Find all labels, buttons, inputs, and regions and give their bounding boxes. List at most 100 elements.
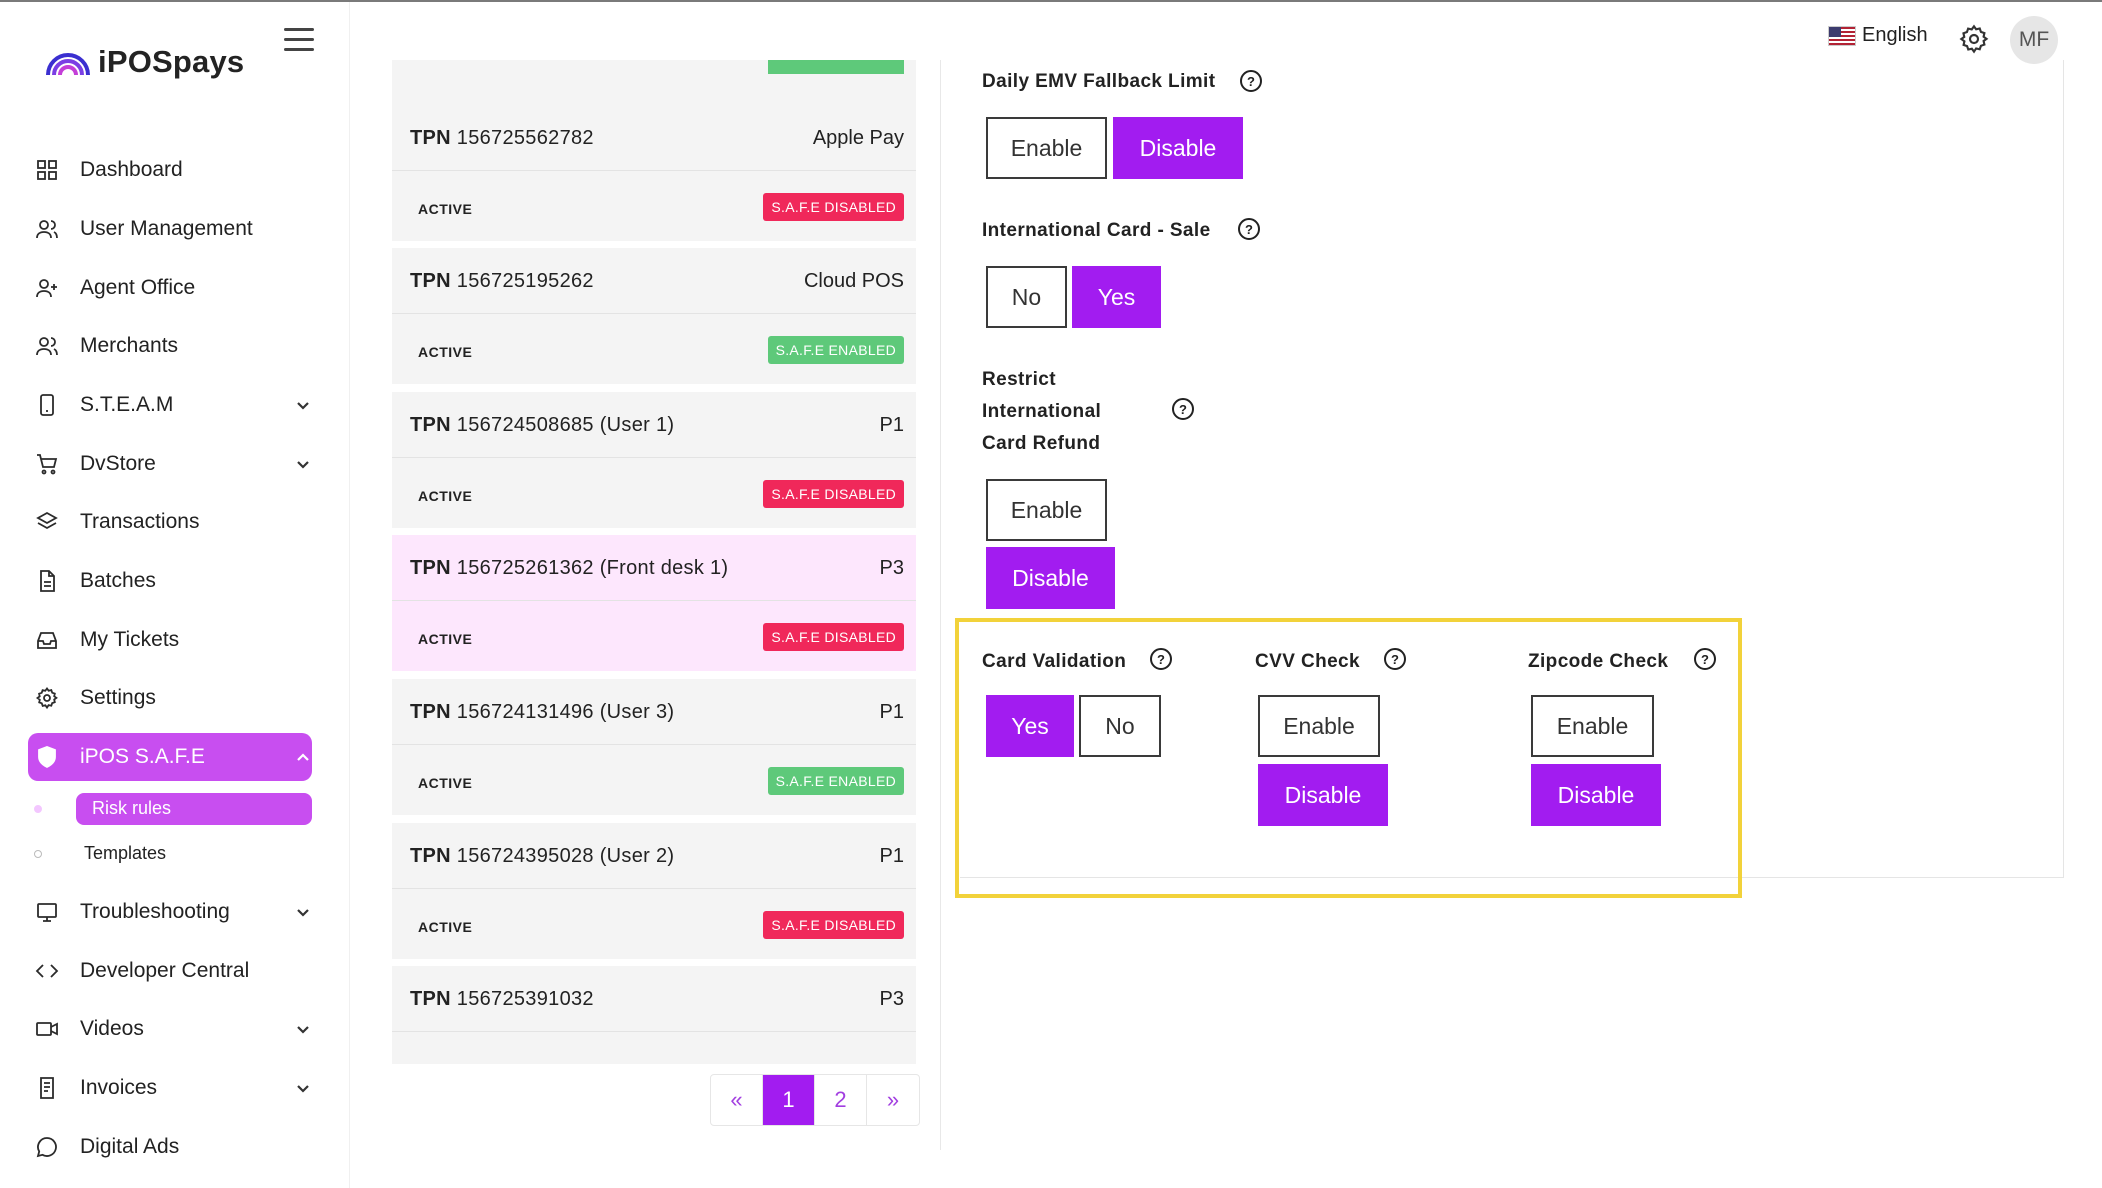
settings-gear-icon[interactable] [1958,23,1990,55]
card-validation-help-icon[interactable]: ? [1150,648,1172,670]
sidebar-item-digital-ads[interactable]: Digital Ads [28,1123,312,1171]
sidebar-item-developer-central[interactable]: Developer Central [28,947,312,995]
tpn-status: ACTIVE [418,775,473,791]
pagination-prev[interactable]: « [711,1075,763,1125]
cvv-check-disable-button[interactable]: Disable [1258,764,1388,826]
gear-icon [34,685,60,711]
intl-sale-no-button[interactable]: No [986,266,1067,328]
sidebar-item-label: Developer Central [80,959,250,982]
tpn-card-partial[interactable] [392,60,916,106]
top-border [0,0,2102,2]
inbox-icon [34,627,60,653]
us-flag-icon [1828,25,1856,46]
card-validation-yes-button[interactable]: Yes [986,695,1074,757]
video-icon [34,1016,60,1042]
avatar[interactable]: MF [2010,16,2058,64]
tpn-card-header: TPN 156725562782 Apple Pay [392,105,916,171]
intl-refund-label-line1: Restrict [982,369,1056,390]
tpn-card[interactable]: TPN 156725261362 (Front desk 1) P3 ACTIVE S… [392,535,916,671]
chevron-down-icon[interactable] [294,455,312,473]
zipcode-check-help-icon[interactable]: ? [1694,648,1716,670]
emv-fallback-help-icon[interactable]: ? [1240,70,1262,92]
sidebar-item-merchants[interactable]: Merchants [28,322,312,370]
chevron-down-icon[interactable] [294,903,312,921]
sidebar-item-label: Batches [80,569,156,592]
phone-icon [34,392,60,418]
column-divider [940,60,941,1150]
sidebar-item-label: iPOS S.A.F.E [80,745,205,768]
sidebar-item-dvstore[interactable]: DvStore [28,440,312,488]
emv-fallback-label: Daily EMV Fallback Limit [982,71,1216,92]
cvv-check-help-icon[interactable]: ? [1384,648,1406,670]
chevron-down-icon[interactable] [294,1079,312,1097]
tpn-type: P3 [879,557,904,579]
tpn-card[interactable]: TPN 156724131496 (User 3) P1 ACTIVE S.A.F.E… [392,679,916,815]
intl-sale-yes-button[interactable]: Yes [1072,266,1161,328]
intl-refund-disable-button[interactable]: Disable [986,547,1115,609]
sidebar-item-invoices[interactable]: Invoices [28,1064,312,1112]
zipcode-check-enable-button[interactable]: Enable [1531,695,1654,757]
pagination-page-2[interactable]: 2 [815,1075,867,1125]
sidebar-item-batches[interactable]: Batches [28,557,312,605]
tpn-id: TPN 156725261362 (Front desk 1) [410,557,729,579]
sidebar-item-troubleshooting[interactable]: Troubleshooting [28,888,312,936]
sidebar-item-s-t-e-a-m[interactable]: S.T.E.A.M [28,381,312,429]
sidebar-item-ipos-s-a-f-e[interactable]: iPOS S.A.F.E [28,733,312,781]
chevron-down-icon[interactable] [294,1020,312,1038]
pagination-next[interactable]: » [886,1087,900,1112]
tpn-card-header: TPN 156724508685 (User 1) P1 [392,392,916,458]
chat-icon [34,1134,60,1160]
emv-fallback-enable-button[interactable]: Enable [986,117,1107,179]
sidebar: iPOSpays Dashboard User Management Agent O… [0,2,350,1188]
tpn-card[interactable]: TPN 156725562782 Apple Pay ACTIVE S.A.F.E D… [392,105,916,241]
logo[interactable]: iPOSpays [44,44,244,80]
sidebar-item-dashboard[interactable]: Dashboard [28,146,312,194]
tpn-card-header: TPN 156725195262 Cloud POS [392,248,916,314]
sidebar-subitem-risk-rules[interactable]: Risk rules [34,793,324,825]
file-icon [34,568,60,594]
tpn-card[interactable]: TPN 156724508685 (User 1) P1 ACTIVE S.A.F.E… [392,392,916,528]
code-icon [34,958,60,984]
sidebar-item-label: Invoices [80,1076,158,1099]
sidebar-item-label: Agent Office [80,276,196,299]
tpn-type: P3 [879,988,904,1010]
sidebar-item-label: Settings [80,686,156,709]
cvv-check-label: CVV Check [1255,651,1360,672]
sidebar-subitem-label: Templates [84,843,167,863]
sidebar-item-label: Transactions [80,510,200,533]
pagination-page-1[interactable]: 1 [763,1075,815,1125]
tpn-status: ACTIVE [418,488,473,504]
chevron-down-icon[interactable] [294,396,312,414]
sidebar-subitem-templates[interactable]: Templates [34,838,324,870]
active-pill [76,793,312,825]
intl-sale-help-icon[interactable]: ? [1238,218,1260,240]
chevron-up-icon[interactable] [294,748,312,766]
sidebar-item-label: Dashboard [80,158,183,181]
tpn-id: TPN 156725562782 [410,127,594,149]
sidebar-item-transactions[interactable]: Transactions [28,498,312,546]
tpn-card[interactable]: TPN 156725195262 Cloud POS ACTIVE S.A.F.E E… [392,248,916,384]
card-validation-no-button[interactable]: No [1079,695,1161,757]
bullet-icon [34,805,42,813]
emv-fallback-disable-button[interactable]: Disable [1113,117,1243,179]
tpn-card[interactable]: TPN 156725391032 P3 [392,966,916,1064]
zipcode-check-disable-button[interactable]: Disable [1531,764,1661,826]
logo-rainbow-icon [46,53,90,76]
sidebar-item-label: S.T.E.A.M [80,393,174,416]
layers-icon [34,509,60,535]
safe-status-badge: S.A.F.E DISABLED [763,911,904,939]
tpn-card[interactable]: TPN 156724395028 (User 2) P1 ACTIVE S.A.F.E… [392,823,916,959]
shield-icon [34,744,60,770]
sidebar-item-settings[interactable]: Settings [28,674,312,722]
sidebar-item-my-tickets[interactable]: My Tickets [28,616,312,664]
sidebar-item-agent-office[interactable]: Agent Office [28,264,312,312]
sidebar-item-user-management[interactable]: User Management [28,205,312,253]
language-selector[interactable]: English [1828,24,1928,47]
hamburger-menu-icon[interactable] [284,28,314,51]
cvv-check-enable-button[interactable]: Enable [1258,695,1380,757]
sidebar-item-label: DvStore [80,452,156,475]
sidebar-item-videos[interactable]: Videos [28,1005,312,1053]
tpn-type: Apple Pay [812,127,904,149]
intl-refund-enable-button[interactable]: Enable [986,479,1107,541]
intl-refund-help-icon[interactable]: ? [1172,398,1194,420]
